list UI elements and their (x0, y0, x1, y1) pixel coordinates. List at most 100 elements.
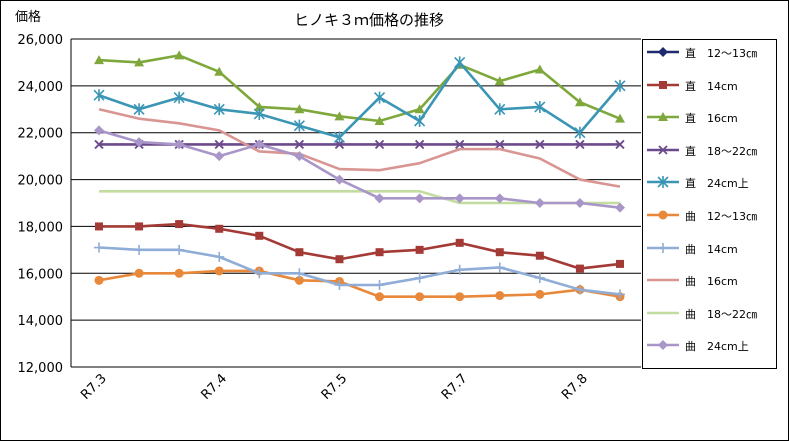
data-point (534, 198, 545, 208)
legend-label: 直 16cm (685, 112, 738, 126)
legend-swatch (647, 340, 679, 351)
data-point (334, 111, 345, 121)
data-point (535, 139, 545, 150)
data-point (133, 103, 145, 116)
data-point (134, 244, 145, 255)
data-point (214, 66, 225, 76)
data-point (335, 255, 344, 264)
data-point (255, 231, 264, 240)
y-tick-label: 24,000 (18, 80, 64, 95)
data-point (294, 104, 305, 114)
data-point (374, 139, 385, 150)
data-point (574, 97, 585, 107)
data-point (214, 151, 225, 162)
series-line (98, 269, 621, 299)
data-point (375, 292, 385, 302)
data-point (615, 289, 625, 300)
y-tick-label: 26,000 (18, 33, 64, 48)
legend-swatch (647, 112, 679, 122)
data-point (213, 103, 225, 116)
data-point (334, 139, 345, 150)
data-point (134, 57, 145, 67)
legend-label: 直 24cm上 (685, 177, 749, 191)
data-point (134, 137, 145, 148)
data-point (135, 222, 144, 231)
chart-title: ヒノキ３ｍ価格の推移 (294, 11, 444, 29)
legend-swatch (647, 311, 679, 315)
x-tick-labels: R7.3 R7.4 R7.5 R7.7 R7.8 (78, 371, 591, 403)
data-point (174, 50, 185, 60)
data-point (94, 55, 104, 65)
y-tick-label: 22,000 (18, 127, 64, 142)
data-point (295, 248, 304, 257)
legend-entry: 直 24cm上 (643, 172, 776, 192)
data-point (414, 193, 425, 204)
data-point (375, 248, 384, 257)
legend-entry: 曲 16cm (643, 270, 776, 290)
series-line (98, 61, 621, 139)
data-point (294, 151, 305, 162)
legend-marker (658, 242, 668, 253)
legend-entry: 曲 12～13㎝ (643, 205, 776, 225)
series-line (99, 222, 621, 270)
series-line (98, 108, 621, 188)
series-line (98, 54, 621, 123)
data-point (614, 79, 626, 92)
data-point (415, 245, 424, 254)
data-point (454, 193, 465, 204)
legend-marker (659, 80, 667, 89)
legend-swatch (647, 176, 679, 189)
data-point (495, 291, 505, 301)
data-point (374, 193, 385, 204)
data-point (615, 202, 625, 213)
data-point (94, 242, 104, 253)
data-point (495, 248, 504, 257)
data-point (534, 100, 546, 113)
x-tick-label: R7.8 (559, 371, 591, 403)
data-point (254, 268, 265, 279)
data-point (535, 289, 545, 299)
legend-swatch (647, 210, 679, 220)
legend-swatch (647, 47, 679, 57)
legend-label: 曲 24cm上 (685, 340, 749, 354)
data-point (374, 116, 385, 125)
y-tick-label: 16,000 (18, 267, 64, 282)
data-point (174, 139, 185, 150)
legend-swatch (647, 80, 679, 89)
data-point (615, 113, 625, 123)
data-point (134, 268, 144, 278)
data-point (254, 101, 265, 111)
data-point (173, 91, 185, 104)
series-4 (94, 139, 625, 150)
legend-entry: 直 18～22㎝ (643, 140, 776, 160)
data-point (293, 119, 305, 132)
data-point (494, 262, 505, 273)
data-point (455, 292, 465, 302)
series-7 (94, 242, 625, 300)
y-tick-labels: 12,000 14,000 16,000 18,000 20,000 22,000 24,0… (18, 33, 64, 376)
data-point (616, 259, 624, 268)
legend-label: 直 14cm (685, 79, 738, 93)
data-point (495, 139, 505, 150)
data-point (574, 198, 585, 208)
legend-swatch (647, 145, 679, 155)
data-point (414, 139, 425, 150)
data-point (334, 280, 345, 290)
data-point (294, 268, 305, 279)
data-point (94, 125, 104, 136)
data-point (215, 224, 224, 233)
y-tick-label: 12,000 (18, 361, 64, 376)
legend-entry: 直 14cm (643, 75, 776, 95)
legend-label: 曲 18～22㎝ (685, 307, 757, 321)
y-tick-label: 20,000 (18, 174, 64, 189)
data-point (333, 131, 346, 144)
legend-label: 曲 14cm (685, 242, 738, 256)
x-tick-label: R7.3 (78, 371, 110, 403)
legend-entry: 直 12～13㎝ (643, 42, 776, 62)
data-point (374, 280, 385, 290)
x-tick-label: R7.5 (319, 371, 351, 403)
series-5 (93, 56, 626, 144)
legend-label: 直 12～13㎝ (685, 47, 757, 60)
